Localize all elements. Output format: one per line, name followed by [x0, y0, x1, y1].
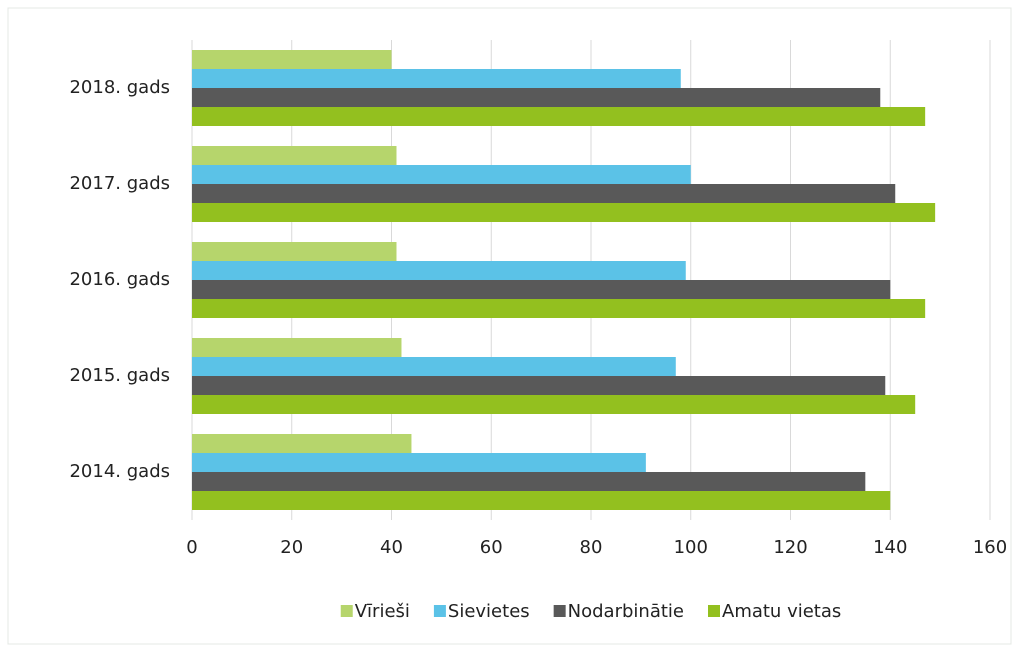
- x-tick-label: 120: [773, 537, 807, 558]
- bar: [192, 146, 397, 165]
- bar: [192, 69, 681, 88]
- bar: [192, 472, 866, 491]
- bar: [192, 165, 691, 184]
- legend-swatch: [340, 605, 353, 617]
- bar: [192, 280, 891, 299]
- y-tick-label: 2017. gads: [69, 173, 170, 194]
- y-tick-label: 2016. gads: [69, 269, 170, 290]
- x-tick-label: 20: [280, 537, 303, 558]
- x-tick-label: 100: [674, 537, 708, 558]
- bar: [192, 453, 646, 472]
- legend-label: Vīrieši: [355, 601, 410, 622]
- y-tick-label: 2015. gads: [69, 365, 170, 386]
- bar: [192, 357, 676, 376]
- x-tick-label: 160: [973, 537, 1007, 558]
- bar: [192, 261, 686, 280]
- legend-swatch: [433, 605, 446, 617]
- bar: [192, 491, 891, 510]
- bar: [192, 50, 392, 69]
- bar: [192, 184, 896, 203]
- bar: [192, 434, 412, 453]
- x-tick-label: 40: [380, 537, 403, 558]
- y-tick-label: 2014. gads: [69, 461, 170, 482]
- x-tick-label: 80: [580, 537, 603, 558]
- bar: [192, 376, 886, 395]
- x-tick-label: 60: [480, 537, 503, 558]
- legend-swatch: [553, 605, 566, 617]
- bar: [192, 107, 926, 126]
- bar: [192, 395, 916, 414]
- x-tick-label: 140: [873, 537, 907, 558]
- bar: [192, 242, 397, 261]
- bar: [192, 338, 402, 357]
- legend-label: Sievietes: [448, 601, 530, 622]
- chart-frame: [7, 7, 1012, 645]
- y-tick-label: 2018. gads: [69, 77, 170, 98]
- bar: [192, 299, 926, 318]
- legend-label: Amatu vietas: [722, 601, 841, 622]
- bar: [192, 203, 936, 222]
- x-tick-label: 0: [186, 537, 197, 558]
- legend-swatch: [708, 605, 720, 617]
- bar: [192, 88, 881, 107]
- legend-label: Nodarbinātie: [568, 601, 684, 622]
